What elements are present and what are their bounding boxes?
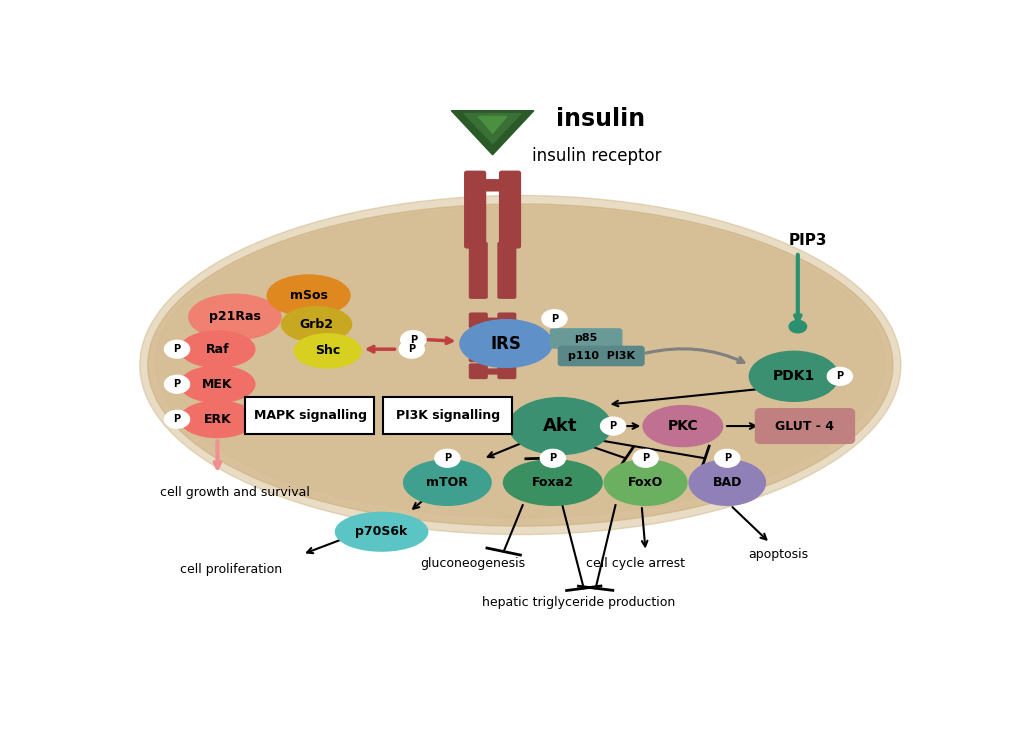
Polygon shape xyxy=(464,114,521,143)
Text: P: P xyxy=(836,371,843,382)
Circle shape xyxy=(714,449,740,468)
Circle shape xyxy=(165,340,189,358)
FancyBboxPatch shape xyxy=(471,352,515,357)
Text: gluconeogenesis: gluconeogenesis xyxy=(420,557,526,570)
Text: P: P xyxy=(549,454,557,463)
Polygon shape xyxy=(479,117,506,134)
Text: p85: p85 xyxy=(575,333,597,344)
Circle shape xyxy=(542,310,567,327)
Text: P: P xyxy=(610,421,617,431)
Text: Akt: Akt xyxy=(543,417,577,435)
Text: cell proliferation: cell proliferation xyxy=(180,563,282,576)
FancyBboxPatch shape xyxy=(469,330,488,345)
FancyBboxPatch shape xyxy=(469,313,488,328)
FancyBboxPatch shape xyxy=(497,330,517,345)
Ellipse shape xyxy=(140,195,901,534)
Text: PKC: PKC xyxy=(668,419,698,433)
FancyBboxPatch shape xyxy=(246,397,374,434)
Ellipse shape xyxy=(404,460,491,505)
Ellipse shape xyxy=(460,320,552,367)
Text: p110  PI3K: p110 PI3K xyxy=(568,351,634,361)
Ellipse shape xyxy=(180,401,255,437)
Text: P: P xyxy=(410,335,416,344)
Text: P: P xyxy=(642,454,650,463)
Ellipse shape xyxy=(789,320,806,333)
Text: BAD: BAD xyxy=(713,476,742,489)
Ellipse shape xyxy=(690,460,765,505)
Ellipse shape xyxy=(605,460,686,505)
FancyBboxPatch shape xyxy=(471,368,515,374)
FancyBboxPatch shape xyxy=(559,346,644,366)
Text: GLUT - 4: GLUT - 4 xyxy=(775,420,835,432)
Circle shape xyxy=(401,330,426,349)
FancyBboxPatch shape xyxy=(497,346,517,362)
Circle shape xyxy=(435,449,460,468)
Ellipse shape xyxy=(750,352,838,401)
Text: IRS: IRS xyxy=(491,335,522,352)
Text: P: P xyxy=(444,454,451,463)
FancyBboxPatch shape xyxy=(464,179,521,192)
Text: hepatic triglyceride production: hepatic triglyceride production xyxy=(482,596,675,609)
Text: Shc: Shc xyxy=(315,344,341,357)
Text: MAPK signalling: MAPK signalling xyxy=(254,409,366,422)
Text: P: P xyxy=(408,344,415,355)
Text: P: P xyxy=(174,379,181,389)
Text: PI3K signalling: PI3K signalling xyxy=(396,409,500,422)
Text: MEK: MEK xyxy=(203,378,232,390)
Ellipse shape xyxy=(180,331,255,367)
Circle shape xyxy=(633,449,658,468)
FancyBboxPatch shape xyxy=(469,363,488,379)
Text: cell growth and survival: cell growth and survival xyxy=(160,486,310,498)
Ellipse shape xyxy=(643,406,722,446)
Ellipse shape xyxy=(281,307,352,342)
Ellipse shape xyxy=(180,366,255,402)
FancyBboxPatch shape xyxy=(384,397,513,434)
FancyBboxPatch shape xyxy=(497,241,517,299)
FancyBboxPatch shape xyxy=(497,313,517,328)
Text: p70S6k: p70S6k xyxy=(355,526,408,538)
Ellipse shape xyxy=(147,204,893,526)
Ellipse shape xyxy=(155,207,885,517)
Circle shape xyxy=(540,449,566,468)
Text: Grb2: Grb2 xyxy=(300,318,333,331)
FancyBboxPatch shape xyxy=(550,329,622,348)
Text: insulin receptor: insulin receptor xyxy=(532,147,662,165)
Ellipse shape xyxy=(509,398,611,454)
Text: P: P xyxy=(174,414,181,424)
FancyBboxPatch shape xyxy=(497,363,517,379)
Text: FoxO: FoxO xyxy=(628,476,663,489)
Text: cell cycle arrest: cell cycle arrest xyxy=(586,557,684,570)
Text: mTOR: mTOR xyxy=(427,476,469,489)
Polygon shape xyxy=(451,111,534,155)
Text: insulin: insulin xyxy=(557,107,646,131)
Text: P: P xyxy=(550,313,558,324)
FancyBboxPatch shape xyxy=(756,409,854,443)
Ellipse shape xyxy=(295,334,361,368)
FancyBboxPatch shape xyxy=(469,346,488,362)
Text: PDK1: PDK1 xyxy=(772,369,815,383)
FancyBboxPatch shape xyxy=(464,170,486,249)
Circle shape xyxy=(399,340,425,358)
Ellipse shape xyxy=(336,512,428,551)
FancyBboxPatch shape xyxy=(471,335,515,341)
Text: P: P xyxy=(174,344,181,355)
Ellipse shape xyxy=(503,460,602,505)
Ellipse shape xyxy=(267,275,350,316)
FancyBboxPatch shape xyxy=(471,318,515,324)
Text: apoptosis: apoptosis xyxy=(748,548,808,561)
Circle shape xyxy=(165,375,189,393)
Circle shape xyxy=(828,367,852,385)
FancyBboxPatch shape xyxy=(499,170,521,249)
Circle shape xyxy=(165,410,189,429)
Text: Foxa2: Foxa2 xyxy=(532,476,574,489)
Text: P: P xyxy=(723,454,730,463)
Circle shape xyxy=(601,417,626,435)
Text: p21Ras: p21Ras xyxy=(209,310,261,324)
FancyBboxPatch shape xyxy=(469,241,488,299)
Ellipse shape xyxy=(189,294,281,340)
Text: ERK: ERK xyxy=(204,413,231,426)
Text: PIP3: PIP3 xyxy=(789,233,828,248)
Text: Raf: Raf xyxy=(206,343,229,356)
Text: mSos: mSos xyxy=(290,289,327,302)
